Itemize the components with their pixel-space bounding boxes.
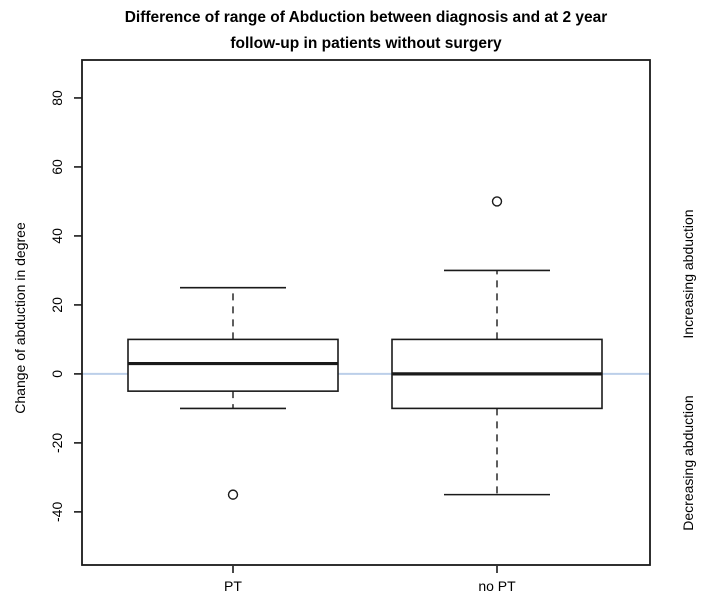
y-tick-label: 60 xyxy=(49,159,65,175)
y-tick-label: 0 xyxy=(49,370,65,378)
iqr-box-pt xyxy=(127,338,339,392)
y-tick-label: 40 xyxy=(49,228,65,244)
outlier-point xyxy=(227,489,239,500)
chart-title-line2: follow-up in patients without surgery xyxy=(230,35,502,52)
x-tick-label: PT xyxy=(224,578,242,594)
chart-title-line1: Difference of range of Abduction between… xyxy=(124,9,608,26)
x-tick-label: no PT xyxy=(478,578,516,594)
y-tick-label: -40 xyxy=(49,502,65,522)
chart-title: Difference of range of Abduction between… xyxy=(82,5,650,57)
y-tick-label: 20 xyxy=(49,297,65,313)
outlier-point xyxy=(491,196,503,207)
y-tick-label: -20 xyxy=(49,433,65,453)
plot-frame xyxy=(81,59,651,566)
y-tick-label: 80 xyxy=(49,90,65,106)
